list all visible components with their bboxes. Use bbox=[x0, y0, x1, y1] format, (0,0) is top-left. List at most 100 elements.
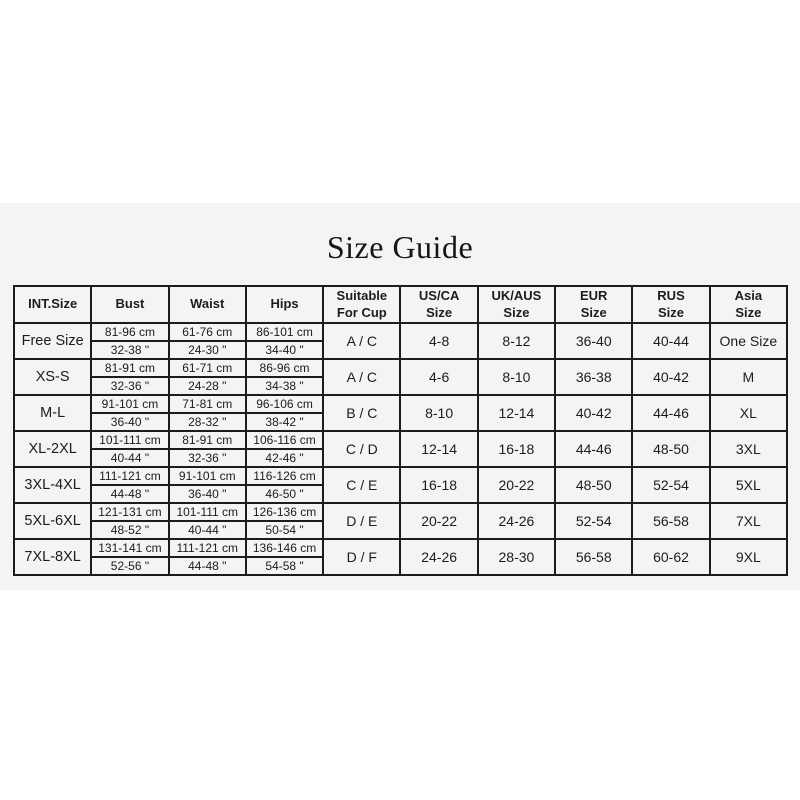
cell-usca: 12-14 bbox=[399, 430, 479, 468]
measurement-cell: 131-141 cm 52-56 " bbox=[92, 540, 168, 574]
cell-waist: 61-71 cm 24-28 " bbox=[167, 358, 247, 396]
measurement-cm-value: 81-96 cm bbox=[104, 325, 155, 339]
table-row: 3XL-4XL 111-121 cm 44-48 " 91-101 cm 36-40 "… bbox=[12, 466, 789, 504]
cell-int-size: XS-S bbox=[12, 358, 93, 396]
cell-eur: 56-58 bbox=[554, 538, 634, 576]
table-body: Free Size 81-96 cm 32-38 " 61-76 cm 24-30 " 8… bbox=[12, 322, 789, 576]
cell-eur: 40-42 bbox=[554, 394, 634, 432]
measurement-cell: 126-136 cm 50-54 " bbox=[246, 504, 323, 538]
measurement-inch-value: 36-40 " bbox=[110, 415, 150, 429]
measurement-cell: 71-81 cm 28-32 " bbox=[169, 396, 245, 430]
cell-ukaus: 24-26 bbox=[476, 502, 557, 540]
cell-usca: 24-26 bbox=[399, 538, 479, 576]
cell-rus: 60-62 bbox=[631, 538, 711, 576]
measurement-cell: 111-121 cm 44-48 " bbox=[92, 468, 168, 502]
measurement-divider bbox=[92, 376, 168, 378]
measurement-divider bbox=[246, 376, 323, 378]
size-guide-panel: Size Guide INT.Size Bust Waist Hips Suitable… bbox=[0, 203, 800, 590]
cell-hips: 126-136 cm 50-54 " bbox=[244, 502, 325, 540]
measurement-inch-value: 32-36 " bbox=[110, 379, 150, 393]
cell-int-size: 3XL-4XL bbox=[12, 466, 93, 504]
cell-bust: 81-91 cm 32-36 " bbox=[90, 358, 170, 396]
column-header-hips: Hips bbox=[244, 285, 325, 324]
cell-ukaus: 8-10 bbox=[476, 358, 557, 396]
cell-ukaus: 20-22 bbox=[476, 466, 557, 504]
column-header-usca: US/CA Size bbox=[399, 285, 479, 324]
cell-waist: 111-121 cm 44-48 " bbox=[167, 538, 247, 576]
measurement-cell: 101-111 cm 40-44 " bbox=[92, 432, 168, 466]
measurement-inch-value: 52-56 " bbox=[110, 559, 150, 573]
column-header-bust: Bust bbox=[90, 285, 170, 324]
cell-asia: 5XL bbox=[708, 466, 789, 504]
measurement-cell: 81-96 cm 32-38 " bbox=[92, 324, 168, 358]
cell-ukaus: 8-12 bbox=[476, 322, 557, 360]
measurement-divider bbox=[169, 376, 245, 378]
measurement-divider bbox=[246, 520, 323, 522]
measurement-divider bbox=[246, 340, 323, 342]
table-header: INT.Size Bust Waist Hips Suitable For Cup US/… bbox=[12, 285, 789, 324]
table-row: M-L 91-101 cm 36-40 " 71-81 cm 28-32 " 96-106… bbox=[12, 394, 789, 432]
cell-cup: B / C bbox=[322, 394, 402, 432]
table-row: XL-2XL 101-111 cm 40-44 " 81-91 cm 32-36 " 10… bbox=[12, 430, 789, 468]
cell-waist: 71-81 cm 28-32 " bbox=[167, 394, 247, 432]
measurement-divider bbox=[169, 340, 245, 342]
measurement-cm-value: 86-101 cm bbox=[256, 325, 313, 339]
measurement-inch-value: 48-52 " bbox=[110, 523, 150, 537]
cell-int-size: M-L bbox=[12, 394, 93, 432]
cell-hips: 86-101 cm 34-40 " bbox=[244, 322, 325, 360]
cell-eur: 52-54 bbox=[554, 502, 634, 540]
cell-asia: 3XL bbox=[708, 430, 789, 468]
measurement-inch-value: 32-36 " bbox=[188, 451, 227, 465]
measurement-inch-value: 28-32 " bbox=[188, 415, 227, 429]
measurement-inch-value: 36-40 " bbox=[188, 487, 227, 501]
cell-usca: 20-22 bbox=[399, 502, 479, 540]
cell-cup: A / C bbox=[322, 322, 402, 360]
measurement-divider bbox=[169, 520, 245, 522]
measurement-inch-value: 44-48 " bbox=[188, 559, 227, 573]
measurement-cm-value: 121-131 cm bbox=[98, 505, 162, 519]
table-row: 5XL-6XL 121-131 cm 48-52 " 101-111 cm 40-44 … bbox=[12, 502, 789, 540]
column-header-waist: Waist bbox=[167, 285, 247, 324]
measurement-cm-value: 61-76 cm bbox=[182, 325, 233, 339]
cell-int-size: XL-2XL bbox=[12, 430, 93, 468]
cell-rus: 40-42 bbox=[631, 358, 711, 396]
cell-int-size: Free Size bbox=[12, 322, 93, 360]
table-row: XS-S 81-91 cm 32-36 " 61-71 cm 24-28 " 86-96 … bbox=[12, 358, 789, 396]
measurement-cm-value: 111-121 cm bbox=[176, 541, 239, 555]
cell-asia: One Size bbox=[708, 322, 789, 360]
cell-usca: 4-6 bbox=[399, 358, 479, 396]
column-header-cup: Suitable For Cup bbox=[322, 285, 402, 324]
measurement-inch-value: 40-44 " bbox=[110, 451, 150, 465]
cell-waist: 101-111 cm 40-44 " bbox=[167, 502, 247, 540]
measurement-cell: 91-101 cm 36-40 " bbox=[169, 468, 245, 502]
measurement-inch-value: 38-42 " bbox=[265, 415, 304, 429]
measurement-cm-value: 111-121 cm bbox=[99, 469, 161, 483]
cell-rus: 56-58 bbox=[631, 502, 711, 540]
measurement-cm-value: 131-141 cm bbox=[98, 541, 162, 555]
measurement-divider bbox=[92, 556, 168, 558]
cell-usca: 16-18 bbox=[399, 466, 479, 504]
cell-ukaus: 12-14 bbox=[476, 394, 557, 432]
column-header-int-size: INT.Size bbox=[12, 285, 93, 324]
cell-bust: 91-101 cm 36-40 " bbox=[90, 394, 170, 432]
measurement-divider bbox=[92, 412, 168, 414]
cell-usca: 8-10 bbox=[399, 394, 479, 432]
measurement-cell: 86-96 cm 34-38 " bbox=[246, 360, 323, 394]
measurement-inch-value: 24-28 " bbox=[188, 379, 227, 393]
table-row: Free Size 81-96 cm 32-38 " 61-76 cm 24-30 " 8… bbox=[12, 322, 789, 360]
cell-cup: D / F bbox=[322, 538, 402, 576]
cell-usca: 4-8 bbox=[399, 322, 479, 360]
measurement-cm-value: 81-91 cm bbox=[182, 433, 233, 447]
measurement-divider bbox=[246, 448, 323, 450]
measurement-inch-value: 40-44 " bbox=[188, 523, 227, 537]
measurement-divider bbox=[92, 448, 168, 450]
measurement-cell: 121-131 cm 48-52 " bbox=[92, 504, 168, 538]
measurement-cell: 116-126 cm 46-50 " bbox=[246, 468, 323, 502]
measurement-inch-value: 24-30 " bbox=[188, 343, 227, 357]
cell-hips: 136-146 cm 54-58 " bbox=[244, 538, 325, 576]
measurement-cm-value: 71-81 cm bbox=[182, 397, 233, 411]
cell-rus: 44-46 bbox=[631, 394, 711, 432]
measurement-inch-value: 34-38 " bbox=[265, 379, 304, 393]
cell-bust: 131-141 cm 52-56 " bbox=[90, 538, 170, 576]
